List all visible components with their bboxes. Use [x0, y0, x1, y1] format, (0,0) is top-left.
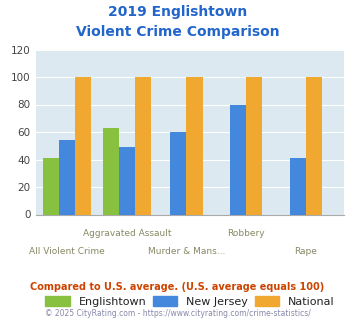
- Bar: [290, 158, 306, 214]
- Bar: [119, 147, 135, 214]
- Text: 2019 Englishtown: 2019 Englishtown: [108, 5, 247, 19]
- Text: Murder & Mans...: Murder & Mans...: [148, 248, 225, 256]
- Bar: [43, 158, 59, 214]
- Text: All Violent Crime: All Violent Crime: [29, 248, 105, 256]
- Text: Compared to U.S. average. (U.S. average equals 100): Compared to U.S. average. (U.S. average …: [31, 282, 324, 292]
- Text: Rape: Rape: [294, 248, 317, 256]
- Bar: [59, 140, 75, 214]
- Text: Aggravated Assault: Aggravated Assault: [82, 229, 171, 238]
- Bar: [75, 77, 91, 214]
- Legend: Englishtown, New Jersey, National: Englishtown, New Jersey, National: [41, 291, 339, 311]
- Bar: [135, 77, 151, 214]
- Bar: [306, 77, 322, 214]
- Text: Robbery: Robbery: [227, 229, 265, 238]
- Text: © 2025 CityRating.com - https://www.cityrating.com/crime-statistics/: © 2025 CityRating.com - https://www.city…: [45, 309, 310, 317]
- Bar: [186, 77, 203, 214]
- Bar: [246, 77, 262, 214]
- Bar: [170, 132, 186, 214]
- Bar: [103, 128, 119, 214]
- Bar: [230, 105, 246, 214]
- Text: Violent Crime Comparison: Violent Crime Comparison: [76, 25, 279, 39]
